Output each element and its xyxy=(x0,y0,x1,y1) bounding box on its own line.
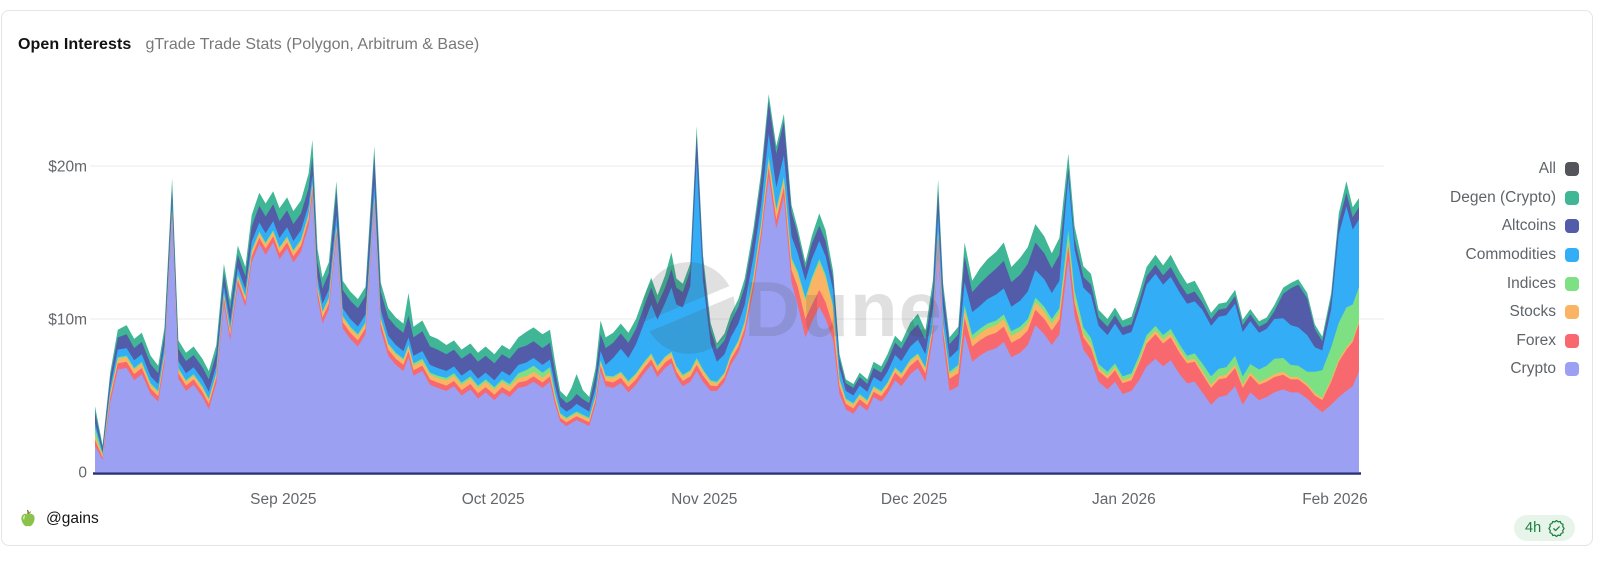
legend-label: Commodities xyxy=(1465,246,1556,264)
legend-swatch xyxy=(1565,276,1579,291)
legend-item-altcoins[interactable]: Altcoins xyxy=(1450,212,1579,241)
legend-swatch xyxy=(1565,305,1579,320)
watermark-text: Dune xyxy=(744,265,943,353)
x-axis-tick-label: Jan 2026 xyxy=(1092,491,1156,508)
legend-item-stocks[interactable]: Stocks xyxy=(1450,298,1579,327)
legend-item-indices[interactable]: Indices xyxy=(1450,269,1579,298)
legend-label: Crypto xyxy=(1510,360,1556,378)
author-credit[interactable]: @gains xyxy=(18,509,99,529)
chart-header: Open Interests gTrade Trade Stats (Polyg… xyxy=(18,36,479,54)
legend-label: Forex xyxy=(1516,331,1556,349)
legend-item-forex[interactable]: Forex xyxy=(1450,327,1579,356)
legend-item-degen[interactable]: Degen (Crypto) xyxy=(1450,184,1579,213)
y-axis-tick-label: $10m xyxy=(48,312,87,329)
legend-swatch xyxy=(1565,333,1579,348)
page-title: Open Interests xyxy=(18,36,132,53)
area-series-crypto xyxy=(95,176,1359,472)
verified-seal-icon xyxy=(1547,519,1566,538)
refresh-interval-label: 4h xyxy=(1525,520,1542,536)
x-axis-tick-label: Feb 2026 xyxy=(1302,491,1368,508)
legend-label: Indices xyxy=(1506,274,1556,292)
legend-label: Degen (Crypto) xyxy=(1450,188,1556,206)
chart-subtitle: gTrade Trade Stats (Polygon, Arbitrum & … xyxy=(145,36,480,53)
x-axis-tick-label: Sep 2025 xyxy=(250,491,316,508)
y-axis-tick-label: 0 xyxy=(78,465,87,482)
legend-swatch xyxy=(1565,219,1579,234)
legend-swatch xyxy=(1565,162,1579,177)
legend-item-all[interactable]: All xyxy=(1450,155,1579,184)
x-axis-tick-label: Dec 2025 xyxy=(881,491,947,508)
refresh-badge[interactable]: 4h xyxy=(1514,515,1576,541)
legend-label: Altcoins xyxy=(1501,217,1556,235)
chart-legend: All Degen (Crypto) Altcoins Commodities Indi… xyxy=(1450,155,1579,384)
chart-card: Open Interests gTrade Trade Stats (Polyg… xyxy=(1,10,1593,546)
legend-swatch xyxy=(1565,248,1579,263)
legend-item-crypto[interactable]: Crypto xyxy=(1450,355,1579,384)
green-apple-icon xyxy=(18,509,38,529)
y-axis-tick-label: $20m xyxy=(48,159,87,176)
legend-item-commodities[interactable]: Commodities xyxy=(1450,241,1579,270)
legend-label: All xyxy=(1538,160,1556,178)
x-axis-tick-label: Nov 2025 xyxy=(671,491,737,508)
x-axis-tick-label: Oct 2025 xyxy=(462,491,525,508)
legend-label: Stocks xyxy=(1509,303,1556,321)
dune-watermark: Dune xyxy=(643,262,943,354)
open-interests-stacked-area-chart: 0 $10m $20m Sep 2025 Oct 2025 Nov 2025 Dec 202… xyxy=(48,94,1384,508)
legend-swatch xyxy=(1565,362,1579,377)
legend-swatch xyxy=(1565,190,1579,205)
author-handle: @gains xyxy=(46,510,99,527)
